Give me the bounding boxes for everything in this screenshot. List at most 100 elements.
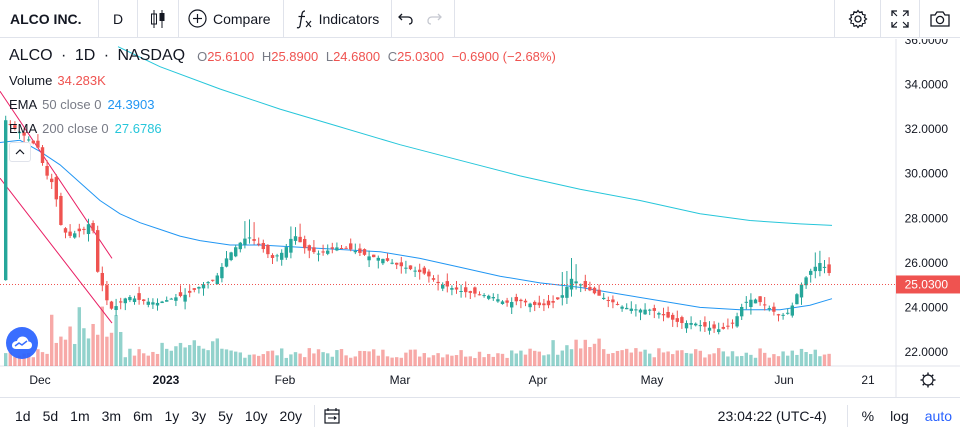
candle-body — [312, 247, 316, 253]
volume-bar — [206, 350, 210, 366]
fullscreen-button[interactable] — [881, 0, 919, 38]
volume-bar — [418, 356, 422, 366]
candle-body — [721, 326, 725, 329]
goto-date-button[interactable] — [323, 407, 341, 425]
volume-bar — [142, 353, 146, 366]
volume-bar — [473, 357, 477, 366]
candle-body — [280, 252, 284, 260]
legend-series-row[interactable]: ALCO · 1D · NASDAQ O25.6100 H25.8900 L24… — [9, 44, 560, 68]
toolbar-divider — [137, 0, 138, 38]
volume-bar — [822, 354, 827, 366]
volume-bar — [505, 357, 509, 366]
undo-button[interactable] — [392, 0, 420, 38]
volume-bar — [459, 350, 463, 366]
volume-bar — [721, 351, 725, 366]
volume-bar — [261, 354, 265, 366]
high-key: H — [261, 48, 272, 64]
ema200-line — [117, 46, 833, 226]
volume-bar — [717, 348, 721, 366]
volume-bar — [528, 348, 532, 366]
candle-body — [376, 257, 380, 261]
range-1y[interactable]: 1y — [164, 407, 180, 424]
ema50-value: 24.3903 — [107, 96, 155, 112]
candle-body — [809, 270, 813, 275]
open-value: 25.6100 — [207, 48, 255, 64]
volume-bar — [289, 354, 293, 366]
close-key: C — [387, 48, 398, 64]
candle-body — [537, 302, 541, 306]
volume-bar — [740, 355, 744, 366]
candle-body — [749, 299, 753, 308]
candle-body — [123, 298, 127, 304]
volume-bar — [629, 352, 633, 366]
axis-settings-icon[interactable] — [922, 374, 934, 386]
volume-bar — [224, 349, 229, 366]
candle-body — [606, 299, 610, 301]
auto-scale-toggle[interactable]: auto — [924, 408, 952, 424]
volume-bar — [13, 356, 17, 366]
symbol-search-button[interactable]: ALCO INC. — [10, 10, 82, 27]
timezone-clock[interactable]: 23:04:22 (UTC-4) — [717, 408, 827, 424]
candle-body — [551, 301, 555, 303]
legend-collapse-button[interactable] — [9, 142, 31, 162]
range-20y[interactable]: 20y — [279, 407, 303, 424]
candle-body — [680, 317, 684, 324]
range-1d[interactable]: 1d — [15, 407, 31, 424]
candle-body — [40, 147, 45, 164]
snapshot-button[interactable] — [920, 0, 960, 38]
volume-bar — [82, 328, 86, 366]
range-5y[interactable]: 5y — [218, 407, 233, 424]
volume-bar — [735, 356, 739, 366]
ema50-label: EMA — [9, 96, 38, 112]
high-value: 25.8900 — [271, 48, 319, 64]
candle-body — [119, 301, 123, 303]
volume-bar — [252, 354, 256, 366]
range-10y[interactable]: 10y — [244, 407, 268, 424]
trendline-lower — [0, 177, 113, 324]
candle-body — [128, 296, 132, 301]
legend-volume-row[interactable]: Volume 34.283K — [9, 68, 560, 92]
volume-bar — [330, 356, 334, 366]
chart-area[interactable]: 36.0000 34.0000 32.0000 30.0000 28.0000 26.00… — [0, 39, 960, 397]
legend-ema200-row[interactable]: EMA 200 close 0 27.6786 — [9, 116, 560, 140]
compare-button[interactable]: Compare — [179, 0, 283, 38]
volume-bar — [579, 348, 583, 366]
price-chart[interactable]: 36.0000 34.0000 32.0000 30.0000 28.0000 26.00… — [0, 39, 960, 397]
legend-dot: · — [103, 47, 110, 64]
volume-bar — [744, 352, 748, 366]
redo-button[interactable] — [420, 0, 448, 38]
range-6m[interactable]: 6m — [133, 407, 153, 424]
candle-body — [160, 301, 164, 304]
candle-body — [381, 258, 385, 264]
percent-scale-toggle[interactable]: % — [861, 408, 875, 424]
tradingview-logo-button[interactable] — [6, 327, 38, 359]
volume-bar — [680, 350, 684, 366]
candle-body — [648, 309, 652, 311]
price-tick-label: 32.0000 — [905, 122, 949, 136]
chart-type-button[interactable] — [138, 0, 178, 38]
legend-ema50-row[interactable]: EMA 50 close 0 24.3903 — [9, 92, 560, 116]
volume-bar — [86, 338, 91, 366]
candle-body — [510, 302, 514, 308]
toolbar-divider — [178, 0, 179, 38]
range-3y[interactable]: 3y — [191, 407, 207, 424]
price-tick-label: 28.0000 — [905, 211, 949, 225]
candle-body — [445, 281, 449, 287]
toolbar-divider — [98, 0, 99, 38]
volume-bar — [316, 349, 321, 366]
volume-bar — [804, 352, 808, 366]
candle-body — [427, 271, 431, 277]
settings-button[interactable] — [835, 0, 880, 38]
range-1m[interactable]: 1m — [70, 407, 90, 424]
range-3m[interactable]: 3m — [101, 407, 122, 424]
volume-bar — [132, 355, 137, 366]
indicators-button[interactable]: Indicators — [284, 0, 392, 38]
interval-button[interactable]: D — [112, 10, 124, 27]
volume-bar — [165, 348, 169, 366]
candle-body — [59, 195, 63, 225]
volume-bar — [284, 357, 288, 366]
log-scale-toggle[interactable]: log — [890, 408, 909, 424]
candle-body — [735, 316, 739, 327]
volume-bar — [229, 350, 233, 366]
range-5d[interactable]: 5d — [42, 407, 59, 424]
